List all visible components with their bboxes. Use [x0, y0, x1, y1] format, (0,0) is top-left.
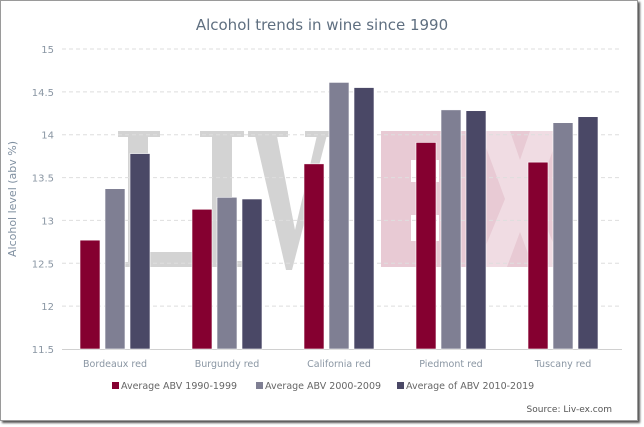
source-note: Source: Liv-ex.com	[527, 405, 612, 415]
y-tick-label: 13.5	[32, 174, 54, 185]
bar-burgundy-red-series-1	[191, 208, 213, 350]
legend-label: Average of ABV 2010-2019	[406, 381, 534, 392]
bar-tuscany-red-series-3	[577, 116, 599, 350]
bar-tuscany-red-series-2	[552, 122, 574, 350]
y-tick-label: 11.5	[32, 345, 54, 356]
bar-piedmont-red-series-1	[415, 142, 437, 350]
legend-swatch	[112, 382, 119, 389]
legend-swatch	[256, 382, 263, 389]
bar-bordeaux-red-series-2	[104, 188, 126, 350]
chart-title: Alcohol trends in wine since 1990	[196, 16, 448, 34]
y-tick-label: 14.5	[32, 88, 54, 99]
y-tick-label: 12.5	[32, 259, 54, 270]
bar-burgundy-red-series-2	[216, 196, 238, 350]
y-tick-label: 14	[41, 131, 54, 142]
x-tick-label: California red	[307, 359, 371, 370]
x-tick-label: Tuscany red	[534, 359, 592, 370]
bar-california-red-series-3	[353, 87, 375, 350]
legend-label: Average ABV 2000-2009	[265, 381, 381, 392]
bar-piedmont-red-series-2	[440, 109, 462, 350]
bar-california-red-series-2	[328, 82, 350, 350]
legend-swatch	[397, 382, 404, 389]
legend-label: Average ABV 1990-1999	[121, 381, 237, 392]
y-tick-label: 13	[41, 216, 54, 227]
bar-california-red-series-1	[303, 163, 325, 350]
legend-item-1[interactable]: Average ABV 1990-1999	[112, 381, 237, 392]
y-tick-label: 15	[41, 45, 54, 56]
x-tick-label: Piedmont red	[419, 359, 482, 370]
y-axis-label: Alcohol level (abv %)	[6, 141, 19, 257]
bar-piedmont-red-series-3	[465, 110, 487, 350]
bar-tuscany-red-series-1	[527, 161, 549, 350]
bar-burgundy-red-series-3	[241, 198, 263, 350]
y-tick-label: 12	[41, 302, 54, 313]
legend-item-2[interactable]: Average ABV 2000-2009	[256, 381, 381, 392]
legend-item-3[interactable]: Average of ABV 2010-2019	[397, 381, 534, 392]
bar-bordeaux-red-series-1	[79, 239, 101, 350]
x-tick-label: Burgundy red	[195, 359, 260, 370]
x-tick-label: Bordeaux red	[83, 359, 147, 370]
bar-bordeaux-red-series-3	[129, 153, 151, 350]
